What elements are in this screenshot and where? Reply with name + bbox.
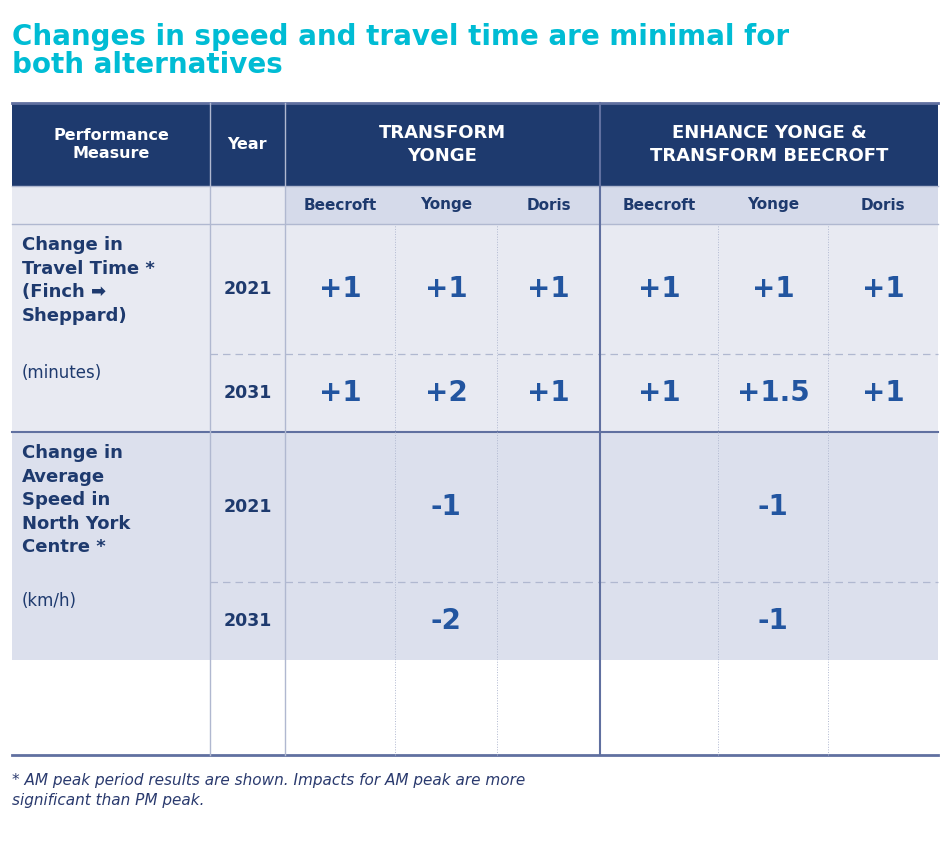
Text: +1: +1: [862, 275, 904, 303]
Text: -1: -1: [757, 493, 789, 521]
Text: +1.5: +1.5: [736, 379, 809, 407]
Text: +1: +1: [319, 379, 362, 407]
Text: significant than PM peak.: significant than PM peak.: [12, 793, 204, 808]
Text: +1: +1: [638, 379, 680, 407]
Text: +1: +1: [862, 379, 904, 407]
Text: 2031: 2031: [223, 612, 271, 630]
Text: both alternatives: both alternatives: [12, 51, 283, 79]
Bar: [12, 103, 938, 186]
Text: Doris: Doris: [861, 198, 905, 212]
Text: -1: -1: [757, 607, 789, 635]
Text: Year: Year: [228, 137, 268, 152]
Bar: [12, 432, 938, 660]
Text: (km/h): (km/h): [22, 592, 77, 610]
Text: Yonge: Yonge: [747, 198, 799, 212]
Text: -2: -2: [431, 607, 461, 635]
Text: +1: +1: [638, 275, 680, 303]
Text: +1: +1: [319, 275, 362, 303]
Text: +2: +2: [424, 379, 467, 407]
Text: Performance
Measure: Performance Measure: [53, 128, 169, 161]
Text: +1: +1: [752, 275, 794, 303]
Text: * AM peak period results are shown. Impacts for AM peak are more: * AM peak period results are shown. Impa…: [12, 773, 525, 788]
Text: -1: -1: [431, 493, 461, 521]
Text: +1: +1: [528, 275, 569, 303]
Bar: [12, 186, 285, 224]
Text: 2031: 2031: [223, 384, 271, 402]
Text: Beecroft: Beecroft: [304, 198, 377, 212]
Text: +1: +1: [425, 275, 467, 303]
Text: 2021: 2021: [223, 280, 271, 298]
Text: (minutes): (minutes): [22, 364, 102, 382]
Text: Doris: Doris: [526, 198, 570, 212]
Text: ENHANCE YONGE &
TRANSFORM BEECROFT: ENHANCE YONGE & TRANSFORM BEECROFT: [650, 124, 888, 165]
Text: Yonge: Yonge: [420, 198, 472, 212]
Bar: [285, 186, 938, 224]
Text: 2021: 2021: [223, 498, 271, 516]
Text: Beecroft: Beecroft: [623, 198, 696, 212]
Text: +1: +1: [528, 379, 569, 407]
Text: Changes in speed and travel time are minimal for: Changes in speed and travel time are min…: [12, 23, 790, 51]
Text: Change in
Average
Speed in
North York
Centre *: Change in Average Speed in North York Ce…: [22, 444, 130, 557]
Text: TRANSFORM
YONGE: TRANSFORM YONGE: [379, 124, 506, 165]
Text: Change in
Travel Time *
(Finch ➡
Sheppard): Change in Travel Time * (Finch ➡ Sheppar…: [22, 236, 155, 324]
Bar: [12, 224, 938, 432]
